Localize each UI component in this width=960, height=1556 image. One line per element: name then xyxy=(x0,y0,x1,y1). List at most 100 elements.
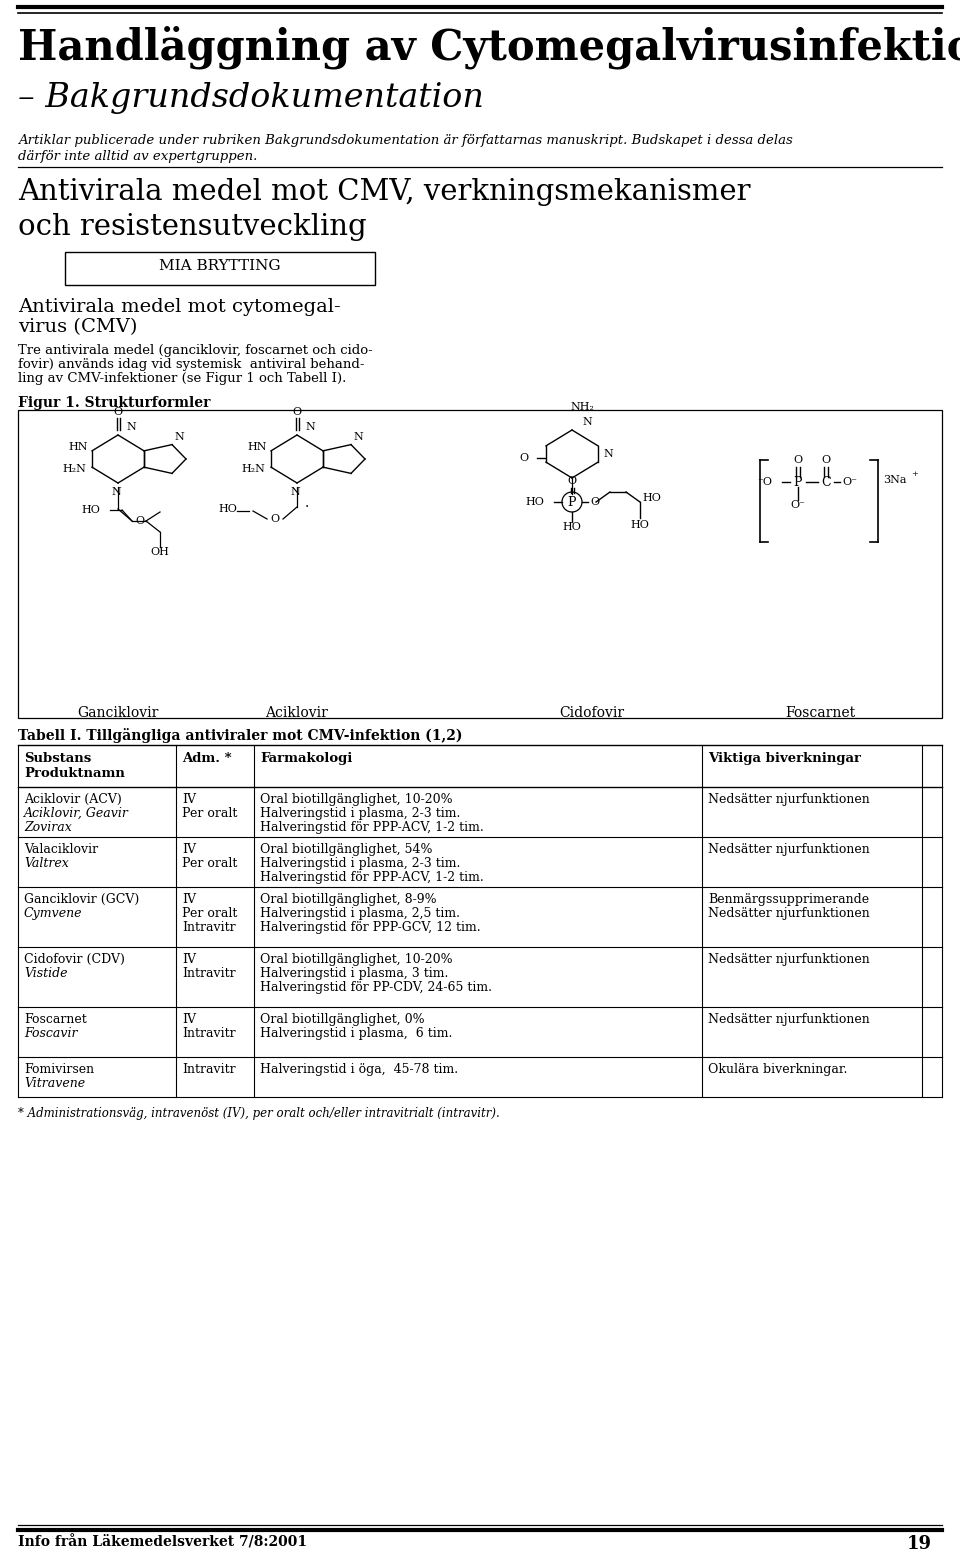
Text: Oral biotillgänglighet, 8-9%: Oral biotillgänglighet, 8-9% xyxy=(260,893,437,906)
Text: Oral biotillgänglighet, 0%: Oral biotillgänglighet, 0% xyxy=(260,1013,424,1025)
Text: ⁻O: ⁻O xyxy=(757,478,772,487)
Text: N: N xyxy=(583,417,592,426)
Text: N: N xyxy=(353,431,363,442)
Text: 19: 19 xyxy=(907,1536,932,1553)
Text: Substans: Substans xyxy=(24,752,91,766)
Text: Nedsätter njurfunktionen: Nedsätter njurfunktionen xyxy=(708,907,870,920)
Text: O: O xyxy=(135,517,145,526)
Text: Foscarnet: Foscarnet xyxy=(785,706,855,720)
Text: Aciklovir (ACV): Aciklovir (ACV) xyxy=(24,794,122,806)
Text: Nedsätter njurfunktionen: Nedsätter njurfunktionen xyxy=(708,794,870,806)
Text: IV: IV xyxy=(182,893,196,906)
Text: fovir) används idag vid systemisk  antiviral behand-: fovir) används idag vid systemisk antivi… xyxy=(18,358,365,370)
Text: Halveringstid för PP-CDV, 24-65 tim.: Halveringstid för PP-CDV, 24-65 tim. xyxy=(260,980,492,994)
Text: Vistide: Vistide xyxy=(24,966,67,980)
Text: Aciklovir: Aciklovir xyxy=(266,706,328,720)
Text: Adm. *: Adm. * xyxy=(182,752,231,766)
Text: Halveringstid för PPP-GCV, 12 tim.: Halveringstid för PPP-GCV, 12 tim. xyxy=(260,921,481,934)
Text: Nedsätter njurfunktionen: Nedsätter njurfunktionen xyxy=(708,843,870,856)
Text: Halveringstid i plasma,  6 tim.: Halveringstid i plasma, 6 tim. xyxy=(260,1027,452,1039)
Text: O: O xyxy=(590,496,599,507)
Text: Halveringstid för PPP-ACV, 1-2 tim.: Halveringstid för PPP-ACV, 1-2 tim. xyxy=(260,822,484,834)
Text: Oral biotillgänglighet, 10-20%: Oral biotillgänglighet, 10-20% xyxy=(260,952,452,966)
Text: Nedsätter njurfunktionen: Nedsätter njurfunktionen xyxy=(708,952,870,966)
Text: HN: HN xyxy=(248,442,267,451)
Text: Halveringstid i plasma, 3 tim.: Halveringstid i plasma, 3 tim. xyxy=(260,966,448,980)
Text: Halveringstid i öga,  45-78 tim.: Halveringstid i öga, 45-78 tim. xyxy=(260,1063,458,1077)
Text: NH₂: NH₂ xyxy=(570,401,594,412)
Text: Foscarnet: Foscarnet xyxy=(24,1013,86,1025)
Text: Handläggning av Cytomegalvirusinfektioner: Handläggning av Cytomegalvirusinfektione… xyxy=(18,25,960,68)
Text: O: O xyxy=(293,408,301,417)
Text: Valaciklovir: Valaciklovir xyxy=(24,843,98,856)
Text: .: . xyxy=(305,496,309,510)
Text: och resistensutveckling: och resistensutveckling xyxy=(18,213,367,241)
Text: Tabell I. Tillgängliga antiviraler mot CMV-infektion (1,2): Tabell I. Tillgängliga antiviraler mot C… xyxy=(18,728,463,744)
Text: IV: IV xyxy=(182,952,196,966)
Text: Produktnamn: Produktnamn xyxy=(24,767,125,780)
Text: N: N xyxy=(126,422,136,433)
Text: Halveringstid för PPP-ACV, 1-2 tim.: Halveringstid för PPP-ACV, 1-2 tim. xyxy=(260,871,484,884)
Text: HO: HO xyxy=(525,496,544,507)
Text: Halveringstid i plasma, 2-3 tim.: Halveringstid i plasma, 2-3 tim. xyxy=(260,808,461,820)
Text: IV: IV xyxy=(182,794,196,806)
Text: Benmärgssupprimerande: Benmärgssupprimerande xyxy=(708,893,869,906)
Text: Per oralt: Per oralt xyxy=(182,857,237,870)
Text: Halveringstid i plasma, 2-3 tim.: Halveringstid i plasma, 2-3 tim. xyxy=(260,857,461,870)
Text: HO: HO xyxy=(563,521,582,532)
Text: Nedsätter njurfunktionen: Nedsätter njurfunktionen xyxy=(708,1013,870,1025)
Text: N: N xyxy=(290,487,300,496)
Text: Oral biotillgänglighet, 54%: Oral biotillgänglighet, 54% xyxy=(260,843,433,856)
Text: HO: HO xyxy=(82,506,100,515)
Text: Cidofovir (CDV): Cidofovir (CDV) xyxy=(24,952,125,966)
Text: Info från Läkemedelsverket 7/8:2001: Info från Läkemedelsverket 7/8:2001 xyxy=(18,1536,307,1550)
Text: Antivirala medel mot cytomegal-: Antivirala medel mot cytomegal- xyxy=(18,299,341,316)
Text: Farmakologi: Farmakologi xyxy=(260,752,352,766)
Text: Per oralt: Per oralt xyxy=(182,808,237,820)
Text: Artiklar publicerade under rubriken Bakgrundsdokumentation är författarnas manus: Artiklar publicerade under rubriken Bakg… xyxy=(18,134,793,146)
Text: Intravitr: Intravitr xyxy=(182,1027,235,1039)
Text: HO: HO xyxy=(218,504,237,513)
Text: därför inte alltid av expertgruppen.: därför inte alltid av expertgruppen. xyxy=(18,149,257,163)
Text: H₂N: H₂N xyxy=(62,464,86,473)
Text: P: P xyxy=(567,495,576,509)
Text: Foscavir: Foscavir xyxy=(24,1027,78,1039)
Text: 3Na: 3Na xyxy=(883,475,906,485)
Text: N: N xyxy=(603,450,612,459)
Text: Okulära biverkningar.: Okulära biverkningar. xyxy=(708,1063,848,1077)
Text: Aciklovir, Geavir: Aciklovir, Geavir xyxy=(24,808,129,820)
Text: Oral biotillgänglighet, 10-20%: Oral biotillgänglighet, 10-20% xyxy=(260,794,452,806)
Text: O⁻: O⁻ xyxy=(842,478,857,487)
Text: O: O xyxy=(518,453,528,462)
Text: Cidofovir: Cidofovir xyxy=(560,706,625,720)
Text: O: O xyxy=(793,454,803,465)
Text: IV: IV xyxy=(182,1013,196,1025)
Text: Tre antivirala medel (ganciklovir, foscarnet och cido-: Tre antivirala medel (ganciklovir, fosca… xyxy=(18,344,372,356)
Text: +: + xyxy=(911,470,918,478)
Text: N: N xyxy=(305,422,315,433)
Text: Halveringstid i plasma, 2,5 tim.: Halveringstid i plasma, 2,5 tim. xyxy=(260,907,460,920)
Text: P: P xyxy=(794,476,803,489)
Text: IV: IV xyxy=(182,843,196,856)
Text: Vitravene: Vitravene xyxy=(24,1077,85,1091)
Text: Ganciklovir (GCV): Ganciklovir (GCV) xyxy=(24,893,139,906)
Text: virus (CMV): virus (CMV) xyxy=(18,317,137,336)
Text: O: O xyxy=(567,476,577,485)
Text: Intravitr: Intravitr xyxy=(182,921,235,934)
Text: O: O xyxy=(822,454,830,465)
Text: OH: OH xyxy=(151,548,169,557)
Text: H₂N: H₂N xyxy=(241,464,265,473)
Text: Antivirala medel mot CMV, verkningsmekanismer: Antivirala medel mot CMV, verkningsmekan… xyxy=(18,177,751,205)
Bar xyxy=(18,409,942,717)
Text: HO: HO xyxy=(631,520,649,531)
Text: Intravitr: Intravitr xyxy=(182,966,235,980)
Text: C: C xyxy=(821,476,830,489)
Text: N: N xyxy=(174,431,183,442)
Text: Viktiga biverkningar: Viktiga biverkningar xyxy=(708,752,861,766)
Text: HN: HN xyxy=(68,442,88,451)
Text: O: O xyxy=(271,513,279,524)
Text: HO: HO xyxy=(642,493,660,503)
Text: O: O xyxy=(113,408,123,417)
Text: MIA BRYTTING: MIA BRYTTING xyxy=(159,258,281,272)
Text: Figur 1. Strukturformler: Figur 1. Strukturformler xyxy=(18,395,210,409)
